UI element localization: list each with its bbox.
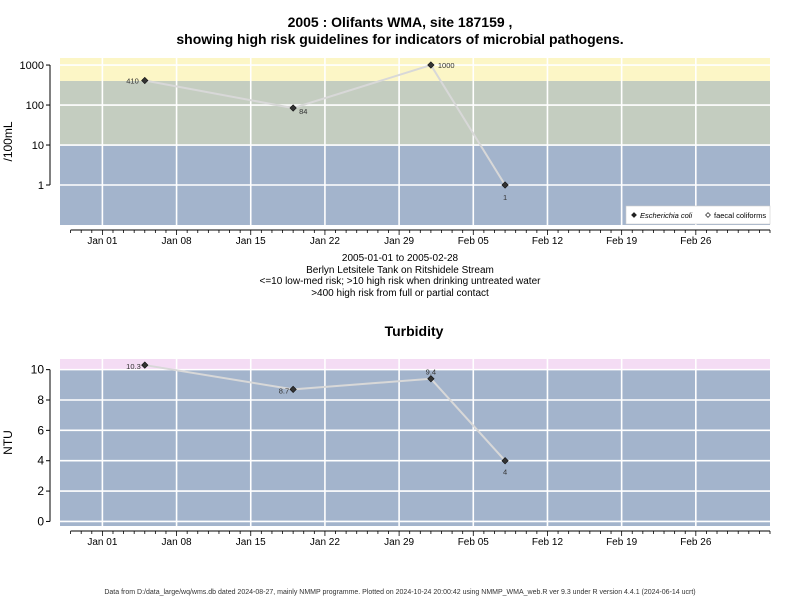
x-tick-label: Jan 29 xyxy=(384,537,414,548)
y-axis-label: /100mL xyxy=(1,121,15,161)
data-point xyxy=(427,375,435,383)
legend-label: Escherichia coli xyxy=(640,211,692,220)
legend: Escherichia coli faecal coliforms xyxy=(625,205,771,225)
series-line xyxy=(144,364,506,462)
data-label: 1 xyxy=(503,193,507,202)
y-tick-label: 1000 xyxy=(20,60,44,72)
y-axis-label: NTU xyxy=(1,430,15,455)
risk-band-2 xyxy=(60,359,770,370)
x-tick-label: Jan 01 xyxy=(87,537,117,548)
subtitle-risk-note1: <=10 low-med risk; >10 high risk when dr… xyxy=(259,276,541,287)
x-tick-label: Jan 08 xyxy=(162,236,192,247)
y-tick-label: 10 xyxy=(31,363,45,377)
data-label: 8.7 xyxy=(279,386,289,395)
data-point xyxy=(289,385,297,393)
series-line xyxy=(144,63,506,186)
x-tick-label: Feb 05 xyxy=(458,236,490,247)
chart-panel-1: 1 10 100 1000 Jan 01 Jan 08 Jan 15 Jan 22 Jan 29… xyxy=(1,58,771,247)
y-tick-label: 8 xyxy=(37,393,44,407)
footer-note: Data from D:/data_large/wq/wms.db dated … xyxy=(104,589,696,596)
x-tick-label: Feb 12 xyxy=(532,537,564,548)
y-tick-label: 2 xyxy=(37,484,44,498)
x-tick-label: Jan 15 xyxy=(236,537,266,548)
data-label: 10.3 xyxy=(126,362,141,371)
x-tick-label: Jan 08 xyxy=(162,537,192,548)
x-tick-label: Feb 05 xyxy=(458,537,490,548)
y-tick-label: 1 xyxy=(38,180,44,192)
subtitle-risk-note2: >400 high risk from full or partial cont… xyxy=(311,288,489,299)
x-tick-label: Feb 19 xyxy=(606,236,638,247)
data-label: 1000 xyxy=(438,61,455,70)
y-tick-label: 4 xyxy=(37,454,44,468)
x-tick-label: Jan 22 xyxy=(310,537,340,548)
y-tick-label: 10 xyxy=(32,140,44,152)
chart-title-line1: 2005 : Olifants WMA, site 187159 , xyxy=(287,14,513,30)
panel-title: Turbidity xyxy=(385,323,444,339)
legend-label: faecal coliforms xyxy=(714,211,766,220)
x-tick-label: Jan 15 xyxy=(236,236,266,247)
data-label: 9.4 xyxy=(426,368,436,377)
legend-filled-diamond-icon xyxy=(631,212,637,218)
risk-band-1 xyxy=(60,369,770,526)
x-tick-label: Jan 01 xyxy=(87,236,117,247)
legend-open-diamond-icon xyxy=(705,212,711,218)
x-tick-label: Feb 19 xyxy=(606,537,638,548)
x-tick-label: Feb 26 xyxy=(680,236,712,247)
data-point xyxy=(141,76,149,85)
x-tick-label: Feb 12 xyxy=(532,236,564,247)
chart-title-line2: showing high risk guidelines for indicat… xyxy=(176,31,624,47)
chart-panel-2: 0 2 4 6 8 10 Jan 01 Jan 08 Jan 15 Jan 22 Jan 29 Feb… xyxy=(1,323,771,548)
x-tick-label: Feb 26 xyxy=(680,537,712,548)
y-tick-label: 6 xyxy=(37,423,44,437)
data-point xyxy=(289,104,297,112)
data-label: 4 xyxy=(503,468,507,477)
risk-band-2 xyxy=(60,80,770,146)
data-point xyxy=(501,457,509,465)
y-tick-label: 100 xyxy=(26,100,44,112)
subtitle-location: Berlyn Letsitele Tank on Ritshidele Stre… xyxy=(306,265,494,276)
y-tick-label: 0 xyxy=(37,514,44,528)
x-tick-label: Jan 22 xyxy=(310,236,340,247)
data-label: 84 xyxy=(299,107,307,116)
data-label: 410 xyxy=(126,77,139,86)
data-point xyxy=(427,61,435,69)
legend-box xyxy=(625,205,771,225)
data-point xyxy=(141,361,149,369)
subtitle-date-range: 2005-01-01 to 2005-02-28 xyxy=(341,253,459,264)
x-tick-label: Jan 29 xyxy=(384,236,414,247)
data-point xyxy=(501,181,509,189)
